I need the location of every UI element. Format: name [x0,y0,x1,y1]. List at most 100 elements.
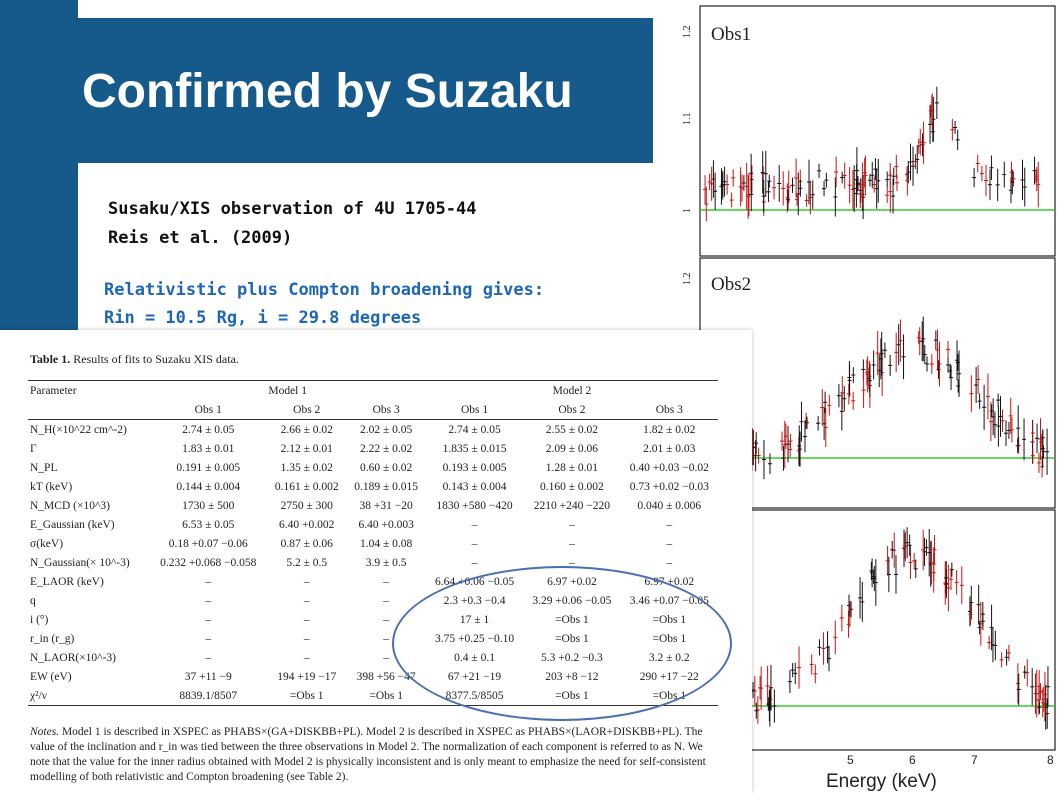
table-row: kT (keV) 0.144 ± 0.004 0.161 ± 0.002 0.189 … [28,477,718,496]
value-cell: – [205,632,212,645]
table-row: σ(keV) 0.18 +0.07 −0.06 0.87 ± 0.06 1.04 ± … [28,534,718,553]
value-cell: 2.74 ± 0.05 [182,423,235,436]
table-row: N_PL 0.191 ± 0.005 1.35 ± 0.02 0.60 ± 0.02 0… [28,458,718,477]
value-cell: – [383,613,390,626]
parameter-cell: r_in (r_g) [30,632,75,645]
x-tick-label: 5 [847,753,854,767]
value-cell: 2.22 ± 0.02 [360,442,413,455]
y-tick-label: 1.1 [682,113,693,126]
value-cell: 1.835 ± 0.015 [442,442,507,455]
spectral-plot-svg: Obs1 Obs2 1.2 1.1 1 1.2 5 6 7 8 Energy (… [682,5,1056,792]
value-cell: 6.53 ± 0.05 [182,518,235,531]
header-obs: Obs 1 [194,403,222,416]
value-cell: 2.66 ± 0.02 [280,423,333,436]
value-cell: – [569,556,575,569]
value-cell: 0.144 ± 0.004 [176,480,241,493]
value-cell: 0.160 ± 0.002 [539,480,604,493]
value-cell: – [205,651,212,664]
value-cell: – [666,537,673,550]
value-cell: – [471,537,478,550]
value-cell: 1.82 ± 0.02 [643,423,696,436]
results-table: Parameter Model 1 Model 2 Obs 1 Obs 2 Ob… [28,380,718,706]
plot-panel-2-frame [699,257,1056,509]
table-row: N_MCD (×10^3) 1730 ± 500 2750 ± 300 38 +31 … [28,496,718,515]
parameter-cell: q [30,594,36,607]
header-obs: Obs 2 [558,403,586,416]
spectral-ratio-plots: Obs1 Obs2 1.2 1.1 1 1.2 5 6 7 8 Energy (… [653,0,1058,793]
table-caption: Table 1. Results of fits to Suzaku XIS d… [30,352,239,367]
y-tick-label: 1.2 [682,26,693,39]
value-cell: 1.83 ± 0.01 [182,442,235,455]
value-cell: – [303,613,310,626]
value-cell: 0.18 +0.07 −0.06 [168,537,248,550]
value-cell: 37 +11 −9 [184,670,232,683]
header-model1: Model 1 [268,384,307,397]
value-cell: 38 +31 −20 [359,499,413,512]
table-row: N_Gaussian(× 10^-3) 0.232 +0.068 −0.058 5.… [28,553,718,572]
parameter-cell: kT (keV) [30,480,73,493]
value-cell: – [303,575,310,588]
header-parameter: Parameter [30,384,77,397]
left-accent-bar [0,0,78,340]
value-cell: 0.73 +0.02 −0.03 [629,480,709,493]
value-cell: 0.232 +0.068 −0.058 [160,556,257,569]
table-row: N_H(×10^22 cm^-2) 2.74 ± 0.05 2.66 ± 0.02 2… [28,419,718,440]
value-cell: 0.040 ± 0.006 [637,499,702,512]
value-cell: 8839.1/8507 [179,689,238,702]
parameter-cell: σ(keV) [30,537,64,550]
notes-text: Model 1 is described in XSPEC as PHABS×(… [30,726,706,783]
value-cell: 1730 ± 500 [182,499,235,512]
parameter-cell: N_LAOR(×10^-3) [30,651,116,664]
parameter-cell: N_MCD (×10^3) [30,499,110,512]
value-cell: – [569,518,575,531]
value-cell: 2.55 ± 0.02 [545,423,599,436]
value-cell: 0.60 ± 0.02 [360,461,413,474]
value-cell: 5.2 ± 0.5 [286,556,328,569]
value-cell: 0.191 ± 0.005 [176,461,241,474]
value-cell: – [303,594,310,607]
value-cell: 2.01 ± 0.03 [643,442,696,455]
value-cell: 2750 ± 300 [280,499,333,512]
value-cell: 6.40 +0.002 [279,518,335,531]
parameter-cell: E_LAOR (keV) [30,575,104,588]
table-notes: Notes. Model 1 is described in XSPEC as … [30,725,720,785]
value-cell: – [471,518,478,531]
value-cell: 6.40 +0.003 [358,518,414,531]
reference-line: Reis et al. (2009) [108,228,293,248]
value-cell: – [383,632,390,645]
value-cell: 0.193 ± 0.005 [442,461,507,474]
value-cell: – [303,651,310,664]
value-cell: – [383,651,390,664]
y-tick-label: 1.2 [682,273,693,286]
value-cell: =Obs 1 [369,689,403,702]
x-axis-label: Energy (keV) [826,771,937,792]
spectral-data-points [703,86,1050,733]
parameter-cell: χ²/ν [30,689,47,702]
parameter-cell: i (°) [30,613,49,626]
value-cell: 0.87 ± 0.06 [280,537,333,550]
header-model2: Model 2 [552,384,592,397]
value-cell: – [471,556,478,569]
value-cell: 2.02 ± 0.05 [360,423,413,436]
title-banner [78,18,653,163]
parameter-cell: Γ [30,442,37,455]
parameter-cell: N_H(×10^22 cm^-2) [30,423,127,436]
value-cell: – [205,613,212,626]
value-cell: 1.04 ± 0.08 [360,537,413,550]
value-cell: 2.74 ± 0.05 [448,423,501,436]
value-cell: 3.9 ± 0.5 [365,556,407,569]
observation-line: Susaku/XIS observation of 4U 1705-44 [108,199,477,219]
results-table-panel: Table 1. Results of fits to Suzaku XIS d… [0,330,752,793]
value-cell: 2.12 ± 0.01 [280,442,333,455]
notes-label: Notes. [30,726,60,738]
result-line-1: Relativistic plus Compton broadening giv… [104,280,545,300]
value-cell: – [383,575,390,588]
value-cell: 1830 +580 −420 [436,499,513,512]
header-obs: Obs 3 [372,403,400,416]
panel-label-obs1: Obs1 [711,24,751,45]
x-tick-label: 7 [971,753,978,767]
result-line-2: Rin = 10.5 Rg, i = 29.8 degrees [104,308,422,328]
value-cell: – [205,575,212,588]
header-obs: Obs 1 [460,403,489,416]
value-cell: 0.189 ± 0.015 [354,480,419,493]
